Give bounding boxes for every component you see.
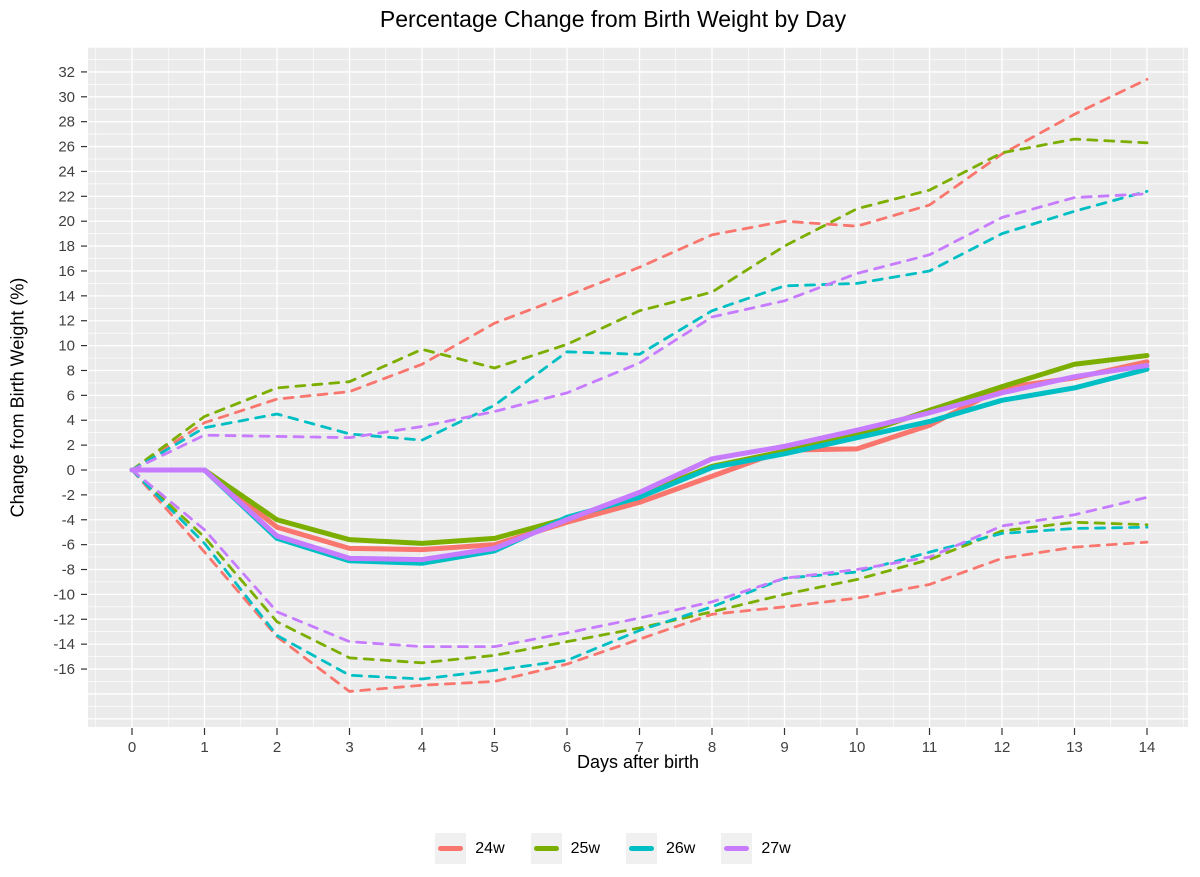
series-27w-upper [130,192,1149,472]
x-tick-label: 4 [418,739,426,756]
legend: 24w 25w 26w 27w [38,833,1188,864]
legend-label: 24w [475,839,505,857]
x-tick-label: 6 [563,739,571,756]
y-tick-label: 24 [58,163,75,180]
y-tick-label: 20 [58,213,75,230]
series-26w-upper [130,189,1149,472]
x-tick-label: 13 [1066,739,1083,756]
x-tick-label: 12 [994,739,1011,756]
x-tick-label: 5 [490,739,498,756]
y-tick-label: 0 [67,462,75,479]
y-tick-label: 30 [58,89,75,106]
y-tick-label: 10 [58,338,75,355]
legend-label: 26w [666,839,696,857]
x-tick-label: 14 [1139,739,1156,756]
y-axis-title: Change from Birth Weight (%) [7,277,28,518]
series-24w-upper [130,77,1149,472]
series-25w-upper [130,137,1149,472]
legend-item-25w: 25w [530,833,600,864]
legend-key-26w [626,833,657,864]
x-axis-title: Days after birth [576,752,700,772]
x-tick-label: 10 [849,739,866,756]
x-tick-label: 7 [635,739,643,756]
y-tick-label: 16 [58,263,75,280]
y-tick-label: 8 [67,362,75,379]
legend-label: 27w [761,839,791,857]
y-tick-label: -10 [53,586,75,603]
series-24w-lower [130,468,1149,693]
chart-title: Percentage Change from Birth Weight by D… [379,6,847,32]
y-tick-label: 28 [58,114,75,131]
y-tick-label: 18 [58,238,75,255]
y-tick-label: 4 [67,412,75,429]
y-tick-label: 6 [67,387,75,404]
y-tick-label: 2 [67,437,75,454]
x-tick-label: 1 [200,739,208,756]
y-tick-label: 22 [58,188,75,205]
legend-key-24w [435,833,467,864]
legend-line-icon [629,846,654,851]
y-tick-label: 12 [58,313,75,330]
y-tick-label: 14 [58,288,75,305]
x-tick-label: 11 [922,739,938,756]
x-tick-label: 0 [128,739,136,756]
series-26w-lower [130,468,1149,681]
legend-key-25w [530,833,562,864]
legend-item-27w: 27w [721,833,791,864]
legend-line-icon [533,846,559,851]
legend-key-27w [721,833,753,864]
series-27w-lower [130,468,1149,649]
x-tick-label: 8 [708,739,716,756]
y-tick-label: -12 [53,611,75,628]
series-27w-mean [129,363,1150,563]
y-tick-label: 26 [58,139,75,156]
plot-area: -16-14-12-10-8-6-4-202468101214161820222… [53,46,1188,756]
x-tick-label: 2 [273,739,281,756]
y-tick-label: -2 [62,487,75,504]
x-tick-label: 9 [780,739,788,756]
y-tick-label: 32 [58,64,75,81]
legend-line-icon [438,846,464,851]
legend-line-icon [724,846,750,851]
y-tick-label: -16 [53,661,75,678]
legend-label: 25w [570,839,600,857]
legend-item-26w: 26w [626,833,695,864]
y-tick-label: -14 [53,636,75,653]
y-tick-label: -6 [62,537,75,554]
y-tick-label: -8 [62,562,75,579]
legend-item-24w: 24w [435,833,505,864]
y-tick-label: -4 [62,512,75,529]
x-tick-label: 3 [345,739,353,756]
